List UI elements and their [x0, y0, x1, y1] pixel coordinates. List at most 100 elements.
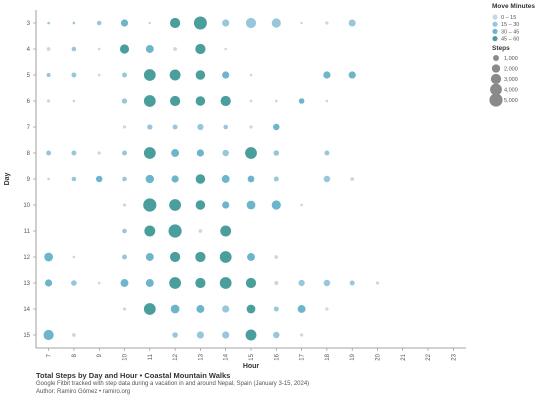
data-point — [271, 200, 281, 210]
data-point — [172, 332, 178, 338]
data-point — [47, 21, 50, 25]
legend-size-swatch — [490, 73, 502, 85]
y-tick-label: 8 — [27, 151, 31, 157]
data-point — [144, 225, 156, 237]
data-point — [145, 253, 154, 261]
plot-area — [43, 16, 380, 341]
data-point — [224, 47, 227, 51]
data-point — [122, 254, 127, 260]
y-axis-title: Day — [4, 172, 11, 185]
data-point — [97, 281, 101, 285]
data-point — [169, 95, 181, 107]
data-point — [46, 99, 51, 103]
data-point — [223, 124, 228, 130]
legend-color-swatch — [492, 28, 498, 34]
legend-color-label: 30 – 45 — [501, 29, 519, 35]
data-point — [222, 19, 230, 27]
data-point — [47, 177, 50, 181]
x-tick-label: 9 — [97, 353, 103, 357]
data-point — [325, 21, 329, 25]
data-point — [72, 255, 76, 259]
data-point — [323, 279, 331, 287]
data-point — [120, 19, 129, 27]
legend-size-swatch — [490, 83, 502, 96]
data-point — [143, 198, 157, 212]
data-point — [198, 229, 203, 233]
data-point — [300, 203, 303, 207]
data-point — [196, 149, 205, 157]
data-point — [222, 331, 230, 339]
data-point — [247, 175, 255, 183]
data-point — [247, 253, 255, 261]
data-point — [220, 95, 231, 107]
data-point — [71, 280, 77, 286]
legend-size-swatch — [489, 93, 503, 107]
data-point — [222, 201, 230, 209]
data-point — [195, 43, 206, 55]
data-point — [169, 251, 181, 263]
legend-size-swatch — [491, 64, 501, 73]
data-point — [122, 72, 127, 78]
data-point — [46, 150, 52, 156]
data-point — [246, 304, 256, 314]
data-point — [297, 305, 306, 313]
data-point — [122, 203, 127, 207]
data-point — [197, 123, 204, 131]
y-tick-label: 7 — [27, 125, 31, 131]
data-point — [350, 177, 355, 181]
data-point — [271, 18, 281, 28]
data-point — [274, 255, 279, 259]
x-tick-label: 11 — [148, 353, 154, 360]
legend-color-swatch — [492, 21, 498, 27]
legend-color-label: 15 – 30 — [501, 22, 519, 28]
data-point — [273, 331, 280, 339]
data-point — [168, 224, 182, 238]
data-point — [119, 44, 130, 54]
data-point — [274, 280, 279, 286]
data-point — [97, 151, 101, 155]
data-point — [195, 277, 206, 289]
data-point — [245, 147, 257, 159]
data-point — [71, 176, 77, 182]
data-point — [298, 279, 305, 287]
x-tick-label: 17 — [300, 353, 306, 360]
data-point — [96, 20, 102, 26]
data-point — [273, 123, 280, 131]
data-point — [72, 99, 76, 103]
data-point — [171, 149, 180, 157]
legend-color-label: 0 – 15 — [501, 15, 516, 21]
legend-color-swatch — [492, 14, 498, 20]
y-tick-label: 14 — [23, 307, 30, 313]
chart-author: Author: Ramiro Gómez • ramiro.org — [36, 389, 131, 395]
data-point — [324, 150, 330, 156]
x-axis-title: Hour — [243, 363, 260, 370]
data-point — [46, 47, 51, 51]
data-point — [245, 277, 257, 289]
x-tick-label: 8 — [72, 353, 78, 357]
y-tick-label: 6 — [27, 99, 31, 105]
x-tick-label: 14 — [224, 353, 230, 360]
data-point — [172, 124, 178, 130]
data-point — [274, 99, 278, 103]
data-point — [220, 225, 232, 237]
data-point — [323, 71, 331, 79]
data-point — [148, 21, 152, 25]
data-point — [219, 277, 232, 289]
data-point — [375, 281, 380, 285]
data-point — [145, 279, 154, 287]
data-point — [120, 279, 129, 287]
data-point — [249, 99, 253, 103]
data-point — [171, 175, 179, 183]
legend-size-swatch — [493, 55, 499, 61]
data-point — [249, 73, 253, 77]
x-tick-label: 10 — [123, 353, 129, 360]
data-point — [143, 303, 156, 315]
data-point — [143, 147, 156, 159]
data-point — [222, 305, 230, 313]
data-point — [121, 98, 128, 104]
data-point — [46, 72, 51, 78]
data-point — [222, 71, 230, 79]
y-tick-label: 15 — [23, 333, 30, 339]
data-point — [122, 150, 127, 156]
